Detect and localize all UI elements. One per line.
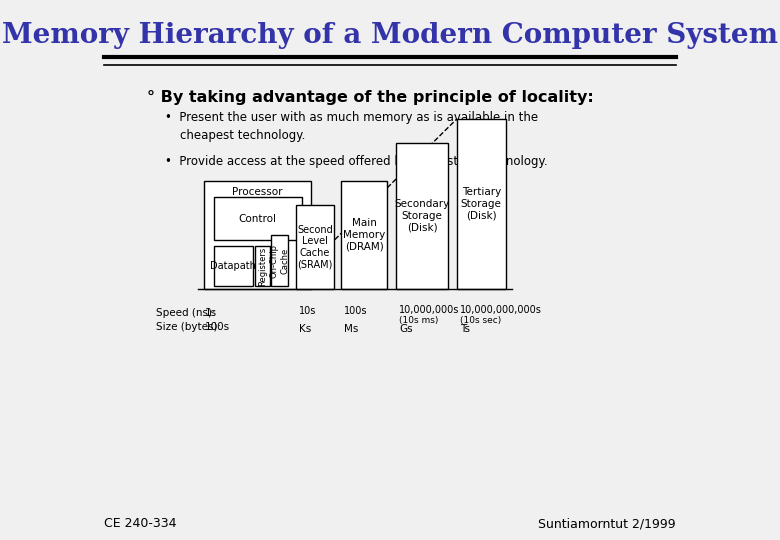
- Text: Gs: Gs: [399, 325, 413, 334]
- Text: Size (bytes):: Size (bytes):: [156, 322, 221, 332]
- Text: ° By taking advantage of the principle of locality:: ° By taking advantage of the principle o…: [147, 90, 594, 105]
- Text: (10s sec): (10s sec): [460, 316, 502, 325]
- Text: Second
Level
Cache
(SRAM): Second Level Cache (SRAM): [297, 225, 333, 269]
- Text: Tertiary
Storage
(Disk): Tertiary Storage (Disk): [461, 187, 502, 220]
- Text: Control: Control: [239, 214, 277, 224]
- FancyBboxPatch shape: [457, 119, 505, 289]
- FancyBboxPatch shape: [342, 181, 387, 289]
- Text: 100s: 100s: [344, 306, 368, 315]
- Text: 10,000,000,000s: 10,000,000,000s: [460, 306, 542, 315]
- Text: Datapath: Datapath: [211, 261, 257, 271]
- FancyBboxPatch shape: [255, 246, 270, 286]
- FancyBboxPatch shape: [214, 197, 302, 240]
- Text: 1s: 1s: [205, 308, 217, 318]
- Text: Ms: Ms: [344, 325, 359, 334]
- Text: Main
Memory
(DRAM): Main Memory (DRAM): [343, 218, 385, 252]
- Text: Ks: Ks: [299, 325, 311, 334]
- Text: Memory Hierarchy of a Modern Computer System: Memory Hierarchy of a Modern Computer Sy…: [2, 22, 778, 49]
- Text: Speed (ns):: Speed (ns):: [156, 308, 215, 318]
- FancyBboxPatch shape: [271, 235, 288, 286]
- FancyBboxPatch shape: [204, 181, 311, 289]
- Text: Secondary
Storage
(Disk): Secondary Storage (Disk): [395, 199, 449, 233]
- Text: (10s ms): (10s ms): [399, 316, 438, 325]
- FancyBboxPatch shape: [214, 246, 253, 286]
- Text: 100s: 100s: [205, 322, 230, 332]
- Text: Processor: Processor: [232, 187, 283, 198]
- FancyBboxPatch shape: [296, 205, 334, 289]
- Text: •  Present the user with as much memory as is available in the
    cheapest tech: • Present the user with as much memory a…: [165, 111, 538, 143]
- Text: 10,000,000s: 10,000,000s: [399, 306, 459, 315]
- Text: Registers: Registers: [258, 246, 267, 286]
- Text: CE 240-334: CE 240-334: [104, 517, 176, 530]
- Text: •  Provide access at the speed offered by the fastest technology.: • Provide access at the speed offered by…: [165, 156, 548, 168]
- Text: On-Chip
Cache: On-Chip Cache: [270, 244, 289, 278]
- FancyBboxPatch shape: [396, 143, 448, 289]
- Text: Ts: Ts: [460, 325, 470, 334]
- Text: Suntiamorntut 2/1999: Suntiamorntut 2/1999: [538, 517, 676, 530]
- Text: 10s: 10s: [299, 306, 316, 315]
